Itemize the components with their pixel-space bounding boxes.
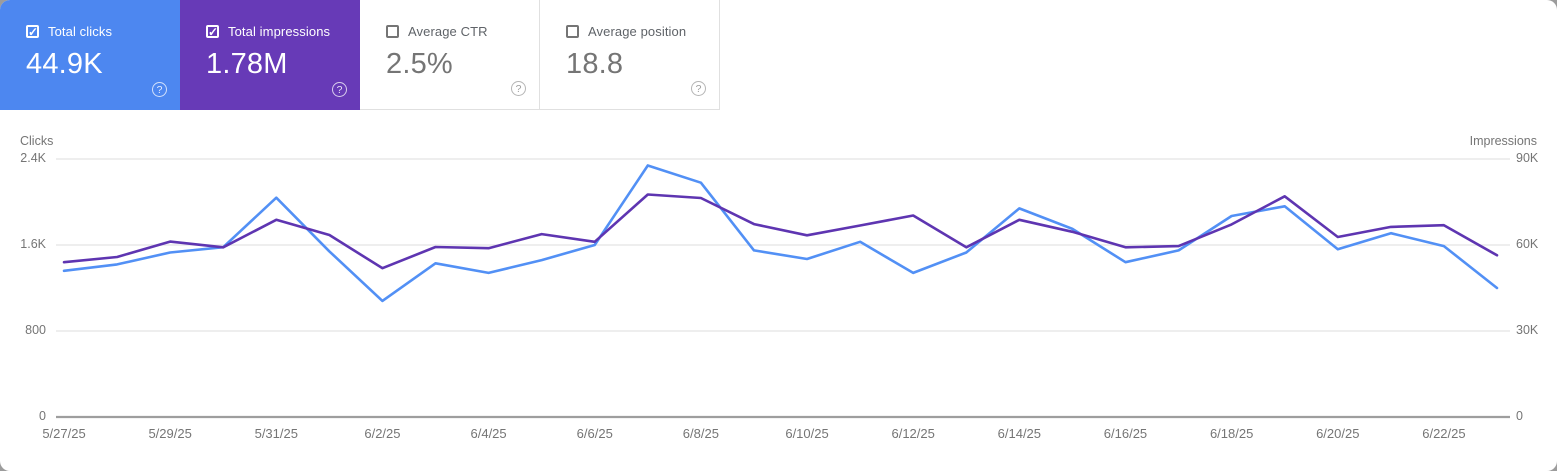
right-axis-tick: 90K <box>1516 151 1539 165</box>
x-axis-tick: 5/31/25 <box>254 426 298 441</box>
x-axis-tick: 6/4/25 <box>470 426 507 441</box>
right-axis-tick: 60K <box>1516 237 1539 251</box>
card-header: Average position <box>566 24 719 39</box>
card-header: Average CTR <box>386 24 539 39</box>
x-axis-tick: 6/8/25 <box>682 426 719 441</box>
metric-label: Total clicks <box>48 24 113 39</box>
total-clicks-checkbox[interactable] <box>26 25 39 39</box>
metric-value: 1.78M <box>206 48 288 80</box>
impressions-line <box>62 193 1499 270</box>
metric-value: 18.8 <box>566 48 624 80</box>
x-axis-tick: 6/10/25 <box>785 426 829 441</box>
metric-value: 44.9K <box>26 48 103 80</box>
help-icon[interactable]: ? <box>332 82 347 97</box>
right-axis-tick: 30K <box>1516 323 1539 337</box>
left-axis-tick: 1.6K <box>20 237 46 251</box>
x-axis-tick: 6/14/25 <box>997 426 1042 441</box>
impressions-axis-label: Impressions <box>1469 134 1537 148</box>
x-axis-tick: 6/12/25 <box>891 426 935 441</box>
left-axis-tick: 800 <box>25 323 46 337</box>
x-axis-tick: 6/22/25 <box>1422 426 1466 441</box>
x-axis-tick: 6/18/25 <box>1209 426 1254 441</box>
x-axis-tick: 6/16/25 <box>1103 426 1148 441</box>
metric-card-total-clicks[interactable]: Total clicks 44.9K ? <box>0 0 180 110</box>
metric-label: Total impressions <box>228 24 331 39</box>
card-header: Total impressions <box>206 24 360 39</box>
metric-label: Average CTR <box>408 24 488 39</box>
help-icon[interactable]: ? <box>511 81 526 96</box>
help-icon[interactable]: ? <box>152 82 167 97</box>
metric-card-average-position[interactable]: Average position 18.8 ? <box>540 0 720 110</box>
x-axis-tick: 6/6/25 <box>576 426 613 441</box>
chart-plot-area[interactable] <box>56 159 1510 417</box>
clicks-axis-label: Clicks <box>20 134 54 148</box>
card-header: Total clicks <box>26 24 180 39</box>
metric-value: 2.5% <box>386 48 453 80</box>
left-axis-tick: 2.4K <box>20 151 46 165</box>
x-axis-tick: 5/29/25 <box>148 426 192 441</box>
average-ctr-checkbox[interactable] <box>386 25 399 38</box>
metric-label: Average position <box>588 24 687 39</box>
total-impressions-checkbox[interactable] <box>206 25 219 39</box>
average-position-checkbox[interactable] <box>566 25 579 38</box>
metric-card-total-impressions[interactable]: Total impressions 1.78M ? <box>180 0 360 110</box>
x-axis-tick: 6/20/25 <box>1316 426 1360 441</box>
metric-card-average-ctr[interactable]: Average CTR 2.5% ? <box>360 0 540 110</box>
help-icon[interactable]: ? <box>691 81 706 96</box>
left-axis-tick: 0 <box>39 409 46 423</box>
right-axis-tick: 0 <box>1516 409 1523 423</box>
x-axis-tick: 6/2/25 <box>364 426 401 441</box>
x-axis-tick: 5/27/25 <box>42 426 86 441</box>
metric-cards-row: Total clicks 44.9K ? Total impressions 1… <box>0 0 720 110</box>
